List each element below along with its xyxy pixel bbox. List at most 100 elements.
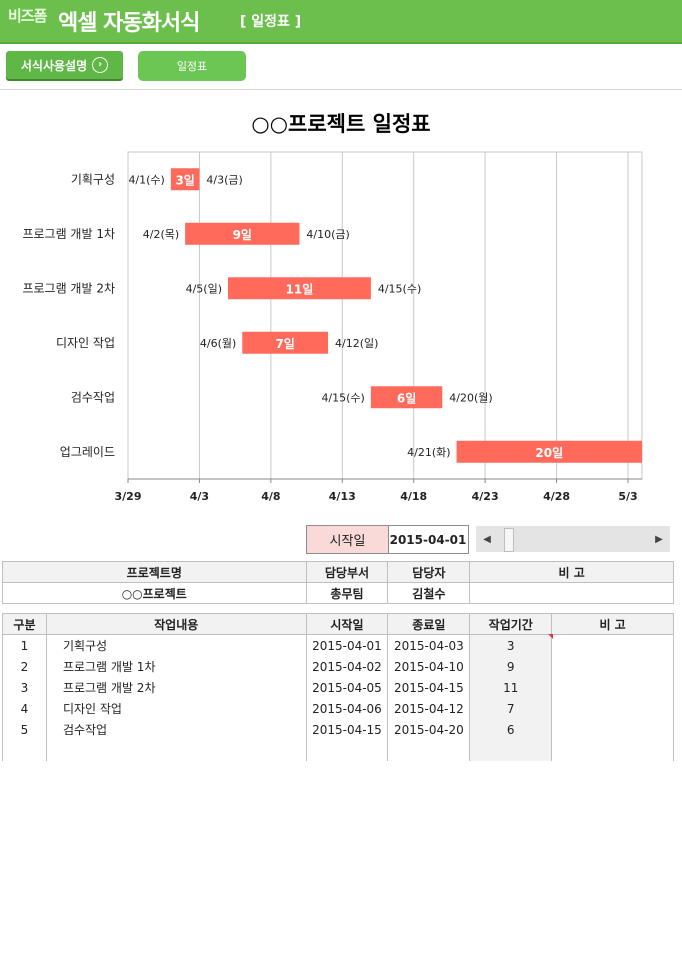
note-cell[interactable]	[551, 719, 674, 740]
triangle-left-icon[interactable]: ◀	[483, 533, 491, 545]
comment-indicator-icon	[548, 634, 553, 639]
info-header: 비 고	[469, 561, 674, 583]
gantt-bar	[228, 277, 371, 300]
task-header: 종료일	[387, 613, 471, 635]
row-number: 4	[2, 698, 47, 719]
table-row-partial	[2, 740, 674, 761]
plot-area	[127, 151, 643, 480]
start-date-cell[interactable]: 2015-04-05	[305, 677, 389, 698]
task-name-cell[interactable]: 디자인 작업	[45, 698, 307, 719]
note-cell[interactable]	[551, 656, 674, 677]
note-cell[interactable]	[551, 634, 674, 656]
app-title: 엑셀 자동화서식	[58, 11, 200, 36]
gantt-bar	[170, 168, 200, 191]
triangle-right-icon[interactable]: ▶	[655, 533, 663, 545]
usage-guide-button[interactable]: 서식사용설명 ›	[6, 51, 123, 79]
duration-cell: 3	[469, 634, 553, 656]
x-tick-label: 4/8	[261, 490, 280, 503]
note-cell[interactable]	[551, 677, 674, 698]
note-cell[interactable]	[469, 582, 674, 604]
task-header: 작업내용	[45, 613, 307, 635]
task-table: 구분 작업내용 시작일 종료일 작업기간 비 고 1 기획구성 2015-04-…	[2, 613, 674, 761]
gantt-bar	[242, 331, 328, 354]
task-header: 구분	[2, 613, 47, 635]
start-date-cell[interactable]: 2015-04-02	[305, 656, 389, 677]
gantt-bar	[370, 386, 443, 409]
x-tick-label: 4/13	[329, 490, 356, 503]
end-date-label: 4/20(월)	[449, 391, 492, 404]
start-date-cell[interactable]: 2015-04-06	[305, 698, 389, 719]
brand-logo: 비즈폼	[8, 7, 47, 25]
end-date-cell[interactable]: 2015-04-03	[387, 634, 471, 656]
department-cell[interactable]: 총무팀	[305, 582, 389, 604]
end-date-label: 4/3(금)	[206, 173, 242, 186]
start-date-label: 4/6(월)	[200, 337, 236, 350]
schedule-button[interactable]: 일정표	[138, 51, 246, 81]
task-label: 검수작업	[71, 390, 115, 404]
row-number: 1	[2, 634, 47, 656]
start-date-cell[interactable]: 2015-04-01	[305, 634, 389, 656]
duration-cell: 11	[469, 677, 553, 698]
x-tick-label: 4/23	[472, 490, 499, 503]
task-label: 프로그램 개발 1차	[22, 227, 115, 241]
task-label: 업그레이드	[60, 445, 115, 459]
start-date-cell[interactable]: 2015-04-15	[305, 719, 389, 740]
row-number: 2	[2, 656, 47, 677]
duration-label: 9일	[233, 228, 252, 242]
header-divider	[0, 42, 682, 44]
gantt-bar	[185, 222, 300, 245]
task-label: 디자인 작업	[56, 336, 115, 350]
table-row: 2 프로그램 개발 1차 2015-04-02 2015-04-10 9	[2, 656, 674, 677]
manager-cell[interactable]: 김철수	[387, 582, 471, 604]
info-header: 담당자	[387, 561, 471, 583]
project-info-table: 프로젝트명 담당부서 담당자 비 고 ○○프로젝트 총무팀 김철수	[2, 561, 674, 604]
end-date-cell[interactable]: 2015-04-12	[387, 698, 471, 719]
x-tick-label: 5/3	[618, 490, 637, 503]
x-tick-label: 4/28	[543, 490, 570, 503]
row-number: 5	[2, 719, 47, 740]
end-date-cell[interactable]: 2015-04-10	[387, 656, 471, 677]
end-date-label: 4/15(수)	[378, 282, 421, 295]
info-header: 프로젝트명	[2, 561, 307, 583]
usage-guide-label: 서식사용설명	[20, 58, 88, 73]
task-header: 시작일	[305, 613, 389, 635]
chart-title: ○○프로젝트 일정표	[251, 112, 431, 136]
task-name-cell[interactable]: 검수작업	[45, 719, 307, 740]
start-date-label: 4/5(일)	[186, 281, 222, 295]
end-date-cell[interactable]: 2015-04-15	[387, 677, 471, 698]
task-name-cell[interactable]: 프로그램 개발 2차	[45, 677, 307, 698]
gantt-bar	[456, 440, 642, 463]
start-date-label: 4/1(수)	[128, 173, 164, 186]
start-date-label: 4/2(목)	[143, 228, 179, 241]
task-name-cell[interactable]: 프로그램 개발 1차	[45, 656, 307, 677]
duration-cell: 7	[469, 698, 553, 719]
page-tag: [ 일정표 ]	[240, 14, 302, 30]
duration-cell: 9	[469, 656, 553, 677]
info-header: 담당부서	[305, 561, 389, 583]
table-row: 1 기획구성 2015-04-01 2015-04-03 3	[2, 634, 674, 656]
project-name-cell[interactable]: ○○프로젝트	[2, 582, 307, 604]
x-tick-label: 3/29	[115, 490, 142, 503]
task-label: 프로그램 개발 2차	[22, 281, 115, 295]
x-tick-label: 4/3	[190, 490, 209, 503]
duration-cell: 6	[469, 719, 553, 740]
start-date-label: 4/21(화)	[407, 446, 450, 459]
table-row: 3 프로그램 개발 2차 2015-04-05 2015-04-15 11	[2, 677, 674, 698]
end-date-cell[interactable]: 2015-04-20	[387, 719, 471, 740]
duration-label: 6일	[397, 391, 416, 405]
app-header	[0, 0, 682, 42]
table-row: 4 디자인 작업 2015-04-06 2015-04-12 7	[2, 698, 674, 719]
duration-label: 11일	[286, 282, 314, 296]
toolbar-divider	[0, 89, 682, 90]
scroll-thumb[interactable]	[504, 528, 514, 552]
note-cell[interactable]	[551, 698, 674, 719]
duration-label: 7일	[275, 337, 294, 351]
gantt-chart: 3/29 4/3 4/8 4/13 4/18 4/23 4/28 5/3 기획구성 3일 4/1(수…	[22, 151, 643, 503]
end-date-label: 4/12(일)	[335, 336, 378, 350]
task-name-cell[interactable]: 기획구성	[45, 634, 307, 656]
duration-label: 3일	[175, 173, 194, 187]
circle-chevron-right-icon: ›	[92, 57, 109, 73]
x-tick-label: 4/18	[400, 490, 427, 503]
start-date-input[interactable]: 2015-04-01	[388, 525, 469, 554]
task-header: 작업기간	[469, 613, 553, 635]
